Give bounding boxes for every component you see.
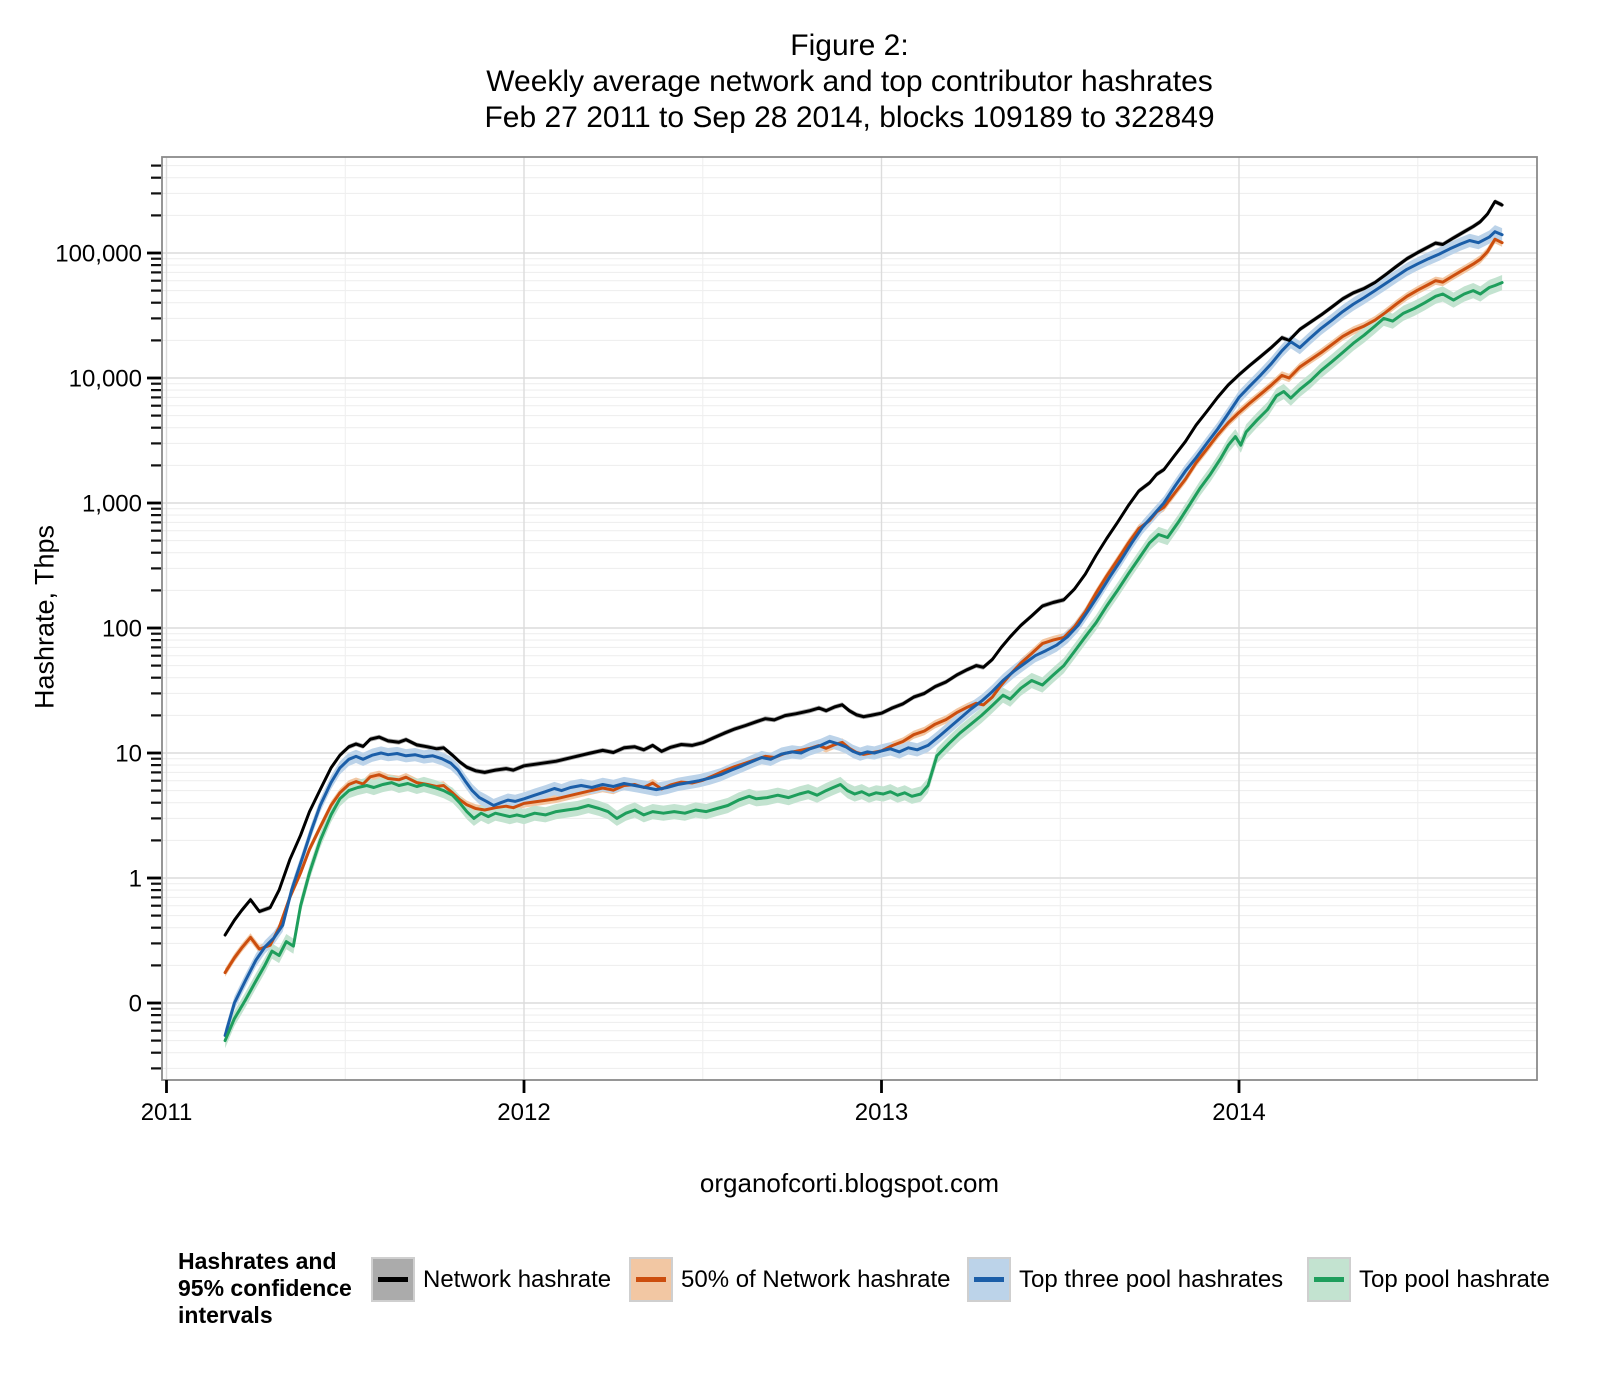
y-tick-label: 10 [115, 741, 142, 768]
x-tick-label: 2012 [497, 1099, 550, 1126]
y-tick-label: 0 [129, 991, 142, 1018]
y-tick-label: 1,000 [82, 491, 142, 518]
minor-ticks [151, 164, 161, 1070]
chart-title-line1: Figure 2: [790, 29, 909, 62]
chart-caption: organofcorti.blogspot.com [699, 1168, 1000, 1198]
x-tick-label: 2014 [1212, 1099, 1265, 1126]
y-tick-label: 10,000 [69, 366, 142, 393]
chart-title-line2: Weekly average network and top contribut… [486, 65, 1213, 98]
top-three-pool-hashrates-line [223, 230, 1504, 1037]
series-layer [223, 199, 1504, 1049]
plot-panel [162, 157, 1537, 1080]
y-axis-title: Hashrate, Thps [29, 524, 60, 710]
top-pool-hashrate-line [223, 281, 1504, 1043]
panel-border [161, 156, 1538, 1081]
chart-title-line3: Feb 27 2011 to Sep 28 2014, blocks 10918… [484, 101, 1215, 134]
x-tick-label: 2011 [141, 1099, 193, 1126]
network-hashrate-line [223, 200, 1504, 937]
minor-gridlines [162, 157, 1537, 1080]
x-tick-label: 2013 [855, 1099, 908, 1126]
major-ticks [147, 251, 1241, 1093]
chart-title: Figure 2: Weekly average network and top… [162, 28, 1537, 136]
y-tick-label: 100,000 [55, 241, 142, 268]
y-tick-label: 1 [129, 866, 142, 893]
y-tick-label: 100 [102, 616, 142, 643]
